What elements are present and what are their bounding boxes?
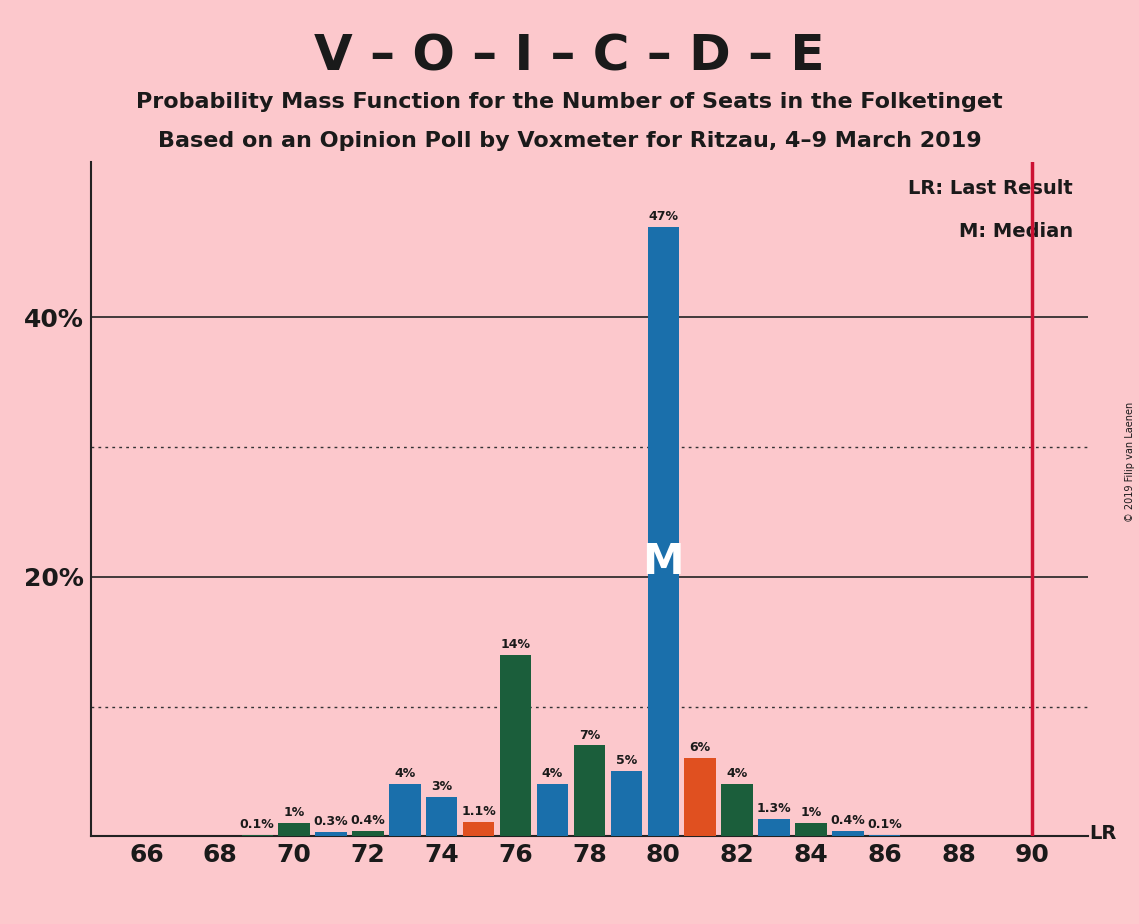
Text: 7%: 7% bbox=[579, 728, 600, 742]
Bar bbox=[721, 784, 753, 836]
Bar bbox=[648, 226, 679, 836]
Text: 4%: 4% bbox=[727, 768, 747, 781]
Text: 1%: 1% bbox=[801, 807, 821, 820]
Bar bbox=[278, 823, 310, 836]
Text: Probability Mass Function for the Number of Seats in the Folketinget: Probability Mass Function for the Number… bbox=[137, 92, 1002, 113]
Text: 47%: 47% bbox=[648, 210, 678, 223]
Text: 0.4%: 0.4% bbox=[830, 814, 866, 827]
Text: 5%: 5% bbox=[616, 755, 637, 768]
Text: © 2019 Filip van Laenen: © 2019 Filip van Laenen bbox=[1125, 402, 1134, 522]
Text: M: M bbox=[642, 541, 685, 583]
Bar bbox=[685, 759, 715, 836]
Bar bbox=[500, 654, 531, 836]
Bar bbox=[795, 823, 827, 836]
Text: V – O – I – C – D – E: V – O – I – C – D – E bbox=[314, 32, 825, 80]
Bar bbox=[759, 820, 789, 836]
Bar bbox=[390, 784, 420, 836]
Bar bbox=[869, 835, 901, 836]
Bar bbox=[611, 772, 642, 836]
Bar bbox=[426, 797, 458, 836]
Bar bbox=[833, 831, 863, 836]
Text: 6%: 6% bbox=[689, 741, 711, 755]
Text: 3%: 3% bbox=[432, 781, 452, 794]
Text: 1.3%: 1.3% bbox=[756, 802, 792, 816]
Text: Based on an Opinion Poll by Voxmeter for Ritzau, 4–9 March 2019: Based on an Opinion Poll by Voxmeter for… bbox=[157, 131, 982, 152]
Text: M: Median: M: Median bbox=[959, 223, 1073, 241]
Bar bbox=[241, 835, 273, 836]
Text: LR: LR bbox=[1090, 824, 1117, 844]
Text: 4%: 4% bbox=[394, 768, 416, 781]
Bar bbox=[574, 746, 605, 836]
Text: 14%: 14% bbox=[501, 638, 531, 650]
Text: 0.1%: 0.1% bbox=[240, 818, 274, 831]
Bar bbox=[316, 833, 346, 836]
Text: 1.1%: 1.1% bbox=[461, 805, 497, 818]
Text: 0.4%: 0.4% bbox=[351, 814, 385, 827]
Bar bbox=[464, 822, 494, 836]
Bar bbox=[536, 784, 568, 836]
Text: 1%: 1% bbox=[284, 807, 305, 820]
Text: 4%: 4% bbox=[542, 768, 563, 781]
Text: LR: Last Result: LR: Last Result bbox=[908, 178, 1073, 198]
Bar bbox=[352, 831, 384, 836]
Text: 0.1%: 0.1% bbox=[868, 818, 902, 831]
Text: 0.3%: 0.3% bbox=[313, 816, 349, 829]
